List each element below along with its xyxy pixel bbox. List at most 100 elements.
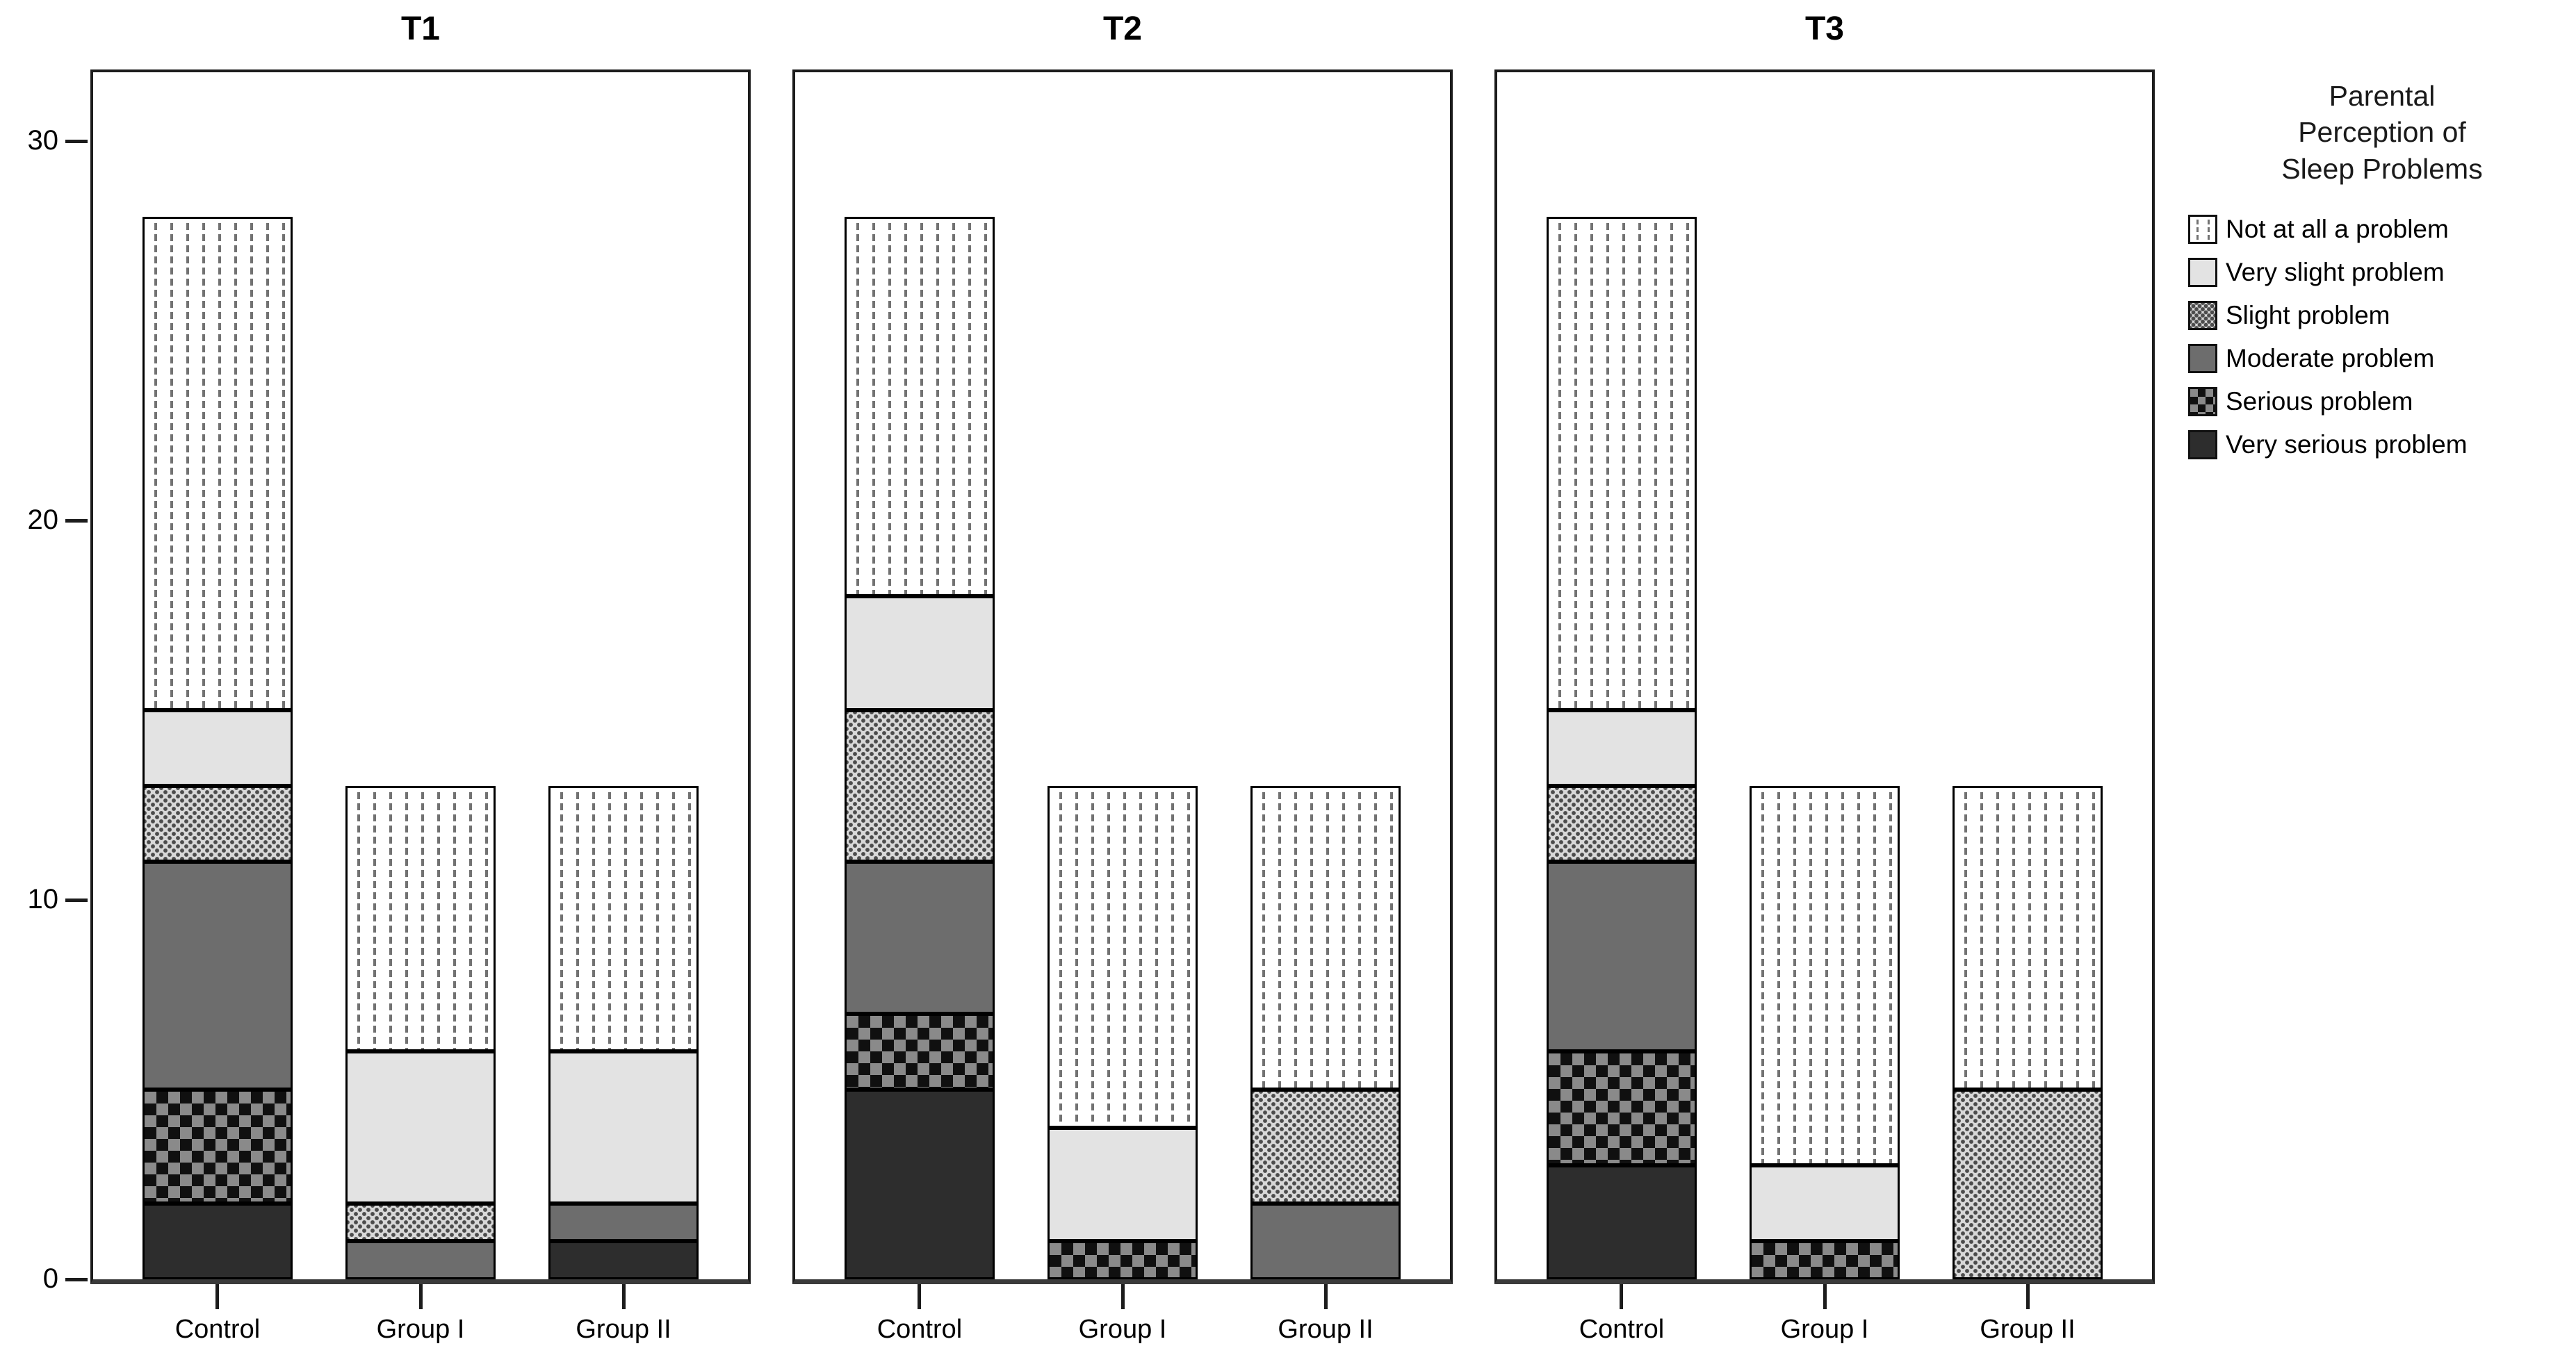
y-axis-tick bbox=[65, 140, 88, 143]
legend-title: Parental Perception of Sleep Problems bbox=[2281, 80, 2483, 185]
stacked-bar bbox=[1546, 217, 1697, 1279]
x-axis-tick bbox=[621, 1284, 626, 1309]
stipple-dots-swatch-icon bbox=[2188, 301, 2217, 331]
bar-segment bbox=[142, 1090, 293, 1204]
panel-t1 bbox=[90, 69, 751, 1284]
stacked-bar bbox=[142, 217, 293, 1279]
panel-title: T3 bbox=[1804, 10, 1844, 47]
bar-segment bbox=[548, 1051, 699, 1204]
bar-segment bbox=[1047, 786, 1198, 1128]
legend-item: Slight problem bbox=[2188, 301, 2576, 331]
bar-segment bbox=[142, 710, 293, 787]
bar-segment bbox=[1546, 710, 1697, 787]
x-axis-category-label: Group I bbox=[1780, 1315, 1869, 1344]
bar-segment bbox=[1750, 786, 1900, 1166]
bar-segment bbox=[844, 1013, 995, 1090]
x-axis-category-label: Group I bbox=[1078, 1315, 1167, 1344]
bar-segment bbox=[345, 1051, 496, 1204]
legend-item: Very serious problem bbox=[2188, 430, 2576, 460]
x-axis-category-label: Control bbox=[1579, 1315, 1665, 1344]
y-axis-tick-label: 30 bbox=[27, 125, 59, 156]
solid-light-gray-swatch-icon bbox=[2188, 258, 2217, 288]
bar-segment bbox=[1953, 1090, 2103, 1279]
x-axis-category-label: Group I bbox=[376, 1315, 465, 1344]
bar-segment bbox=[1953, 786, 2103, 1090]
x-axis-tick bbox=[1823, 1284, 1827, 1309]
x-axis-tick bbox=[1120, 1284, 1125, 1309]
y-axis-tick bbox=[65, 1278, 88, 1281]
vertical-dashed-swatch-icon bbox=[2188, 215, 2217, 245]
bar-segment bbox=[1546, 1051, 1697, 1166]
legend-item-label: Serious problem bbox=[2226, 387, 2413, 416]
chart-legend: Parental Perception of Sleep Problems No… bbox=[2188, 78, 2576, 473]
bar-segment bbox=[844, 1090, 995, 1279]
legend-item-label: Slight problem bbox=[2226, 301, 2390, 330]
x-axis-tick bbox=[2025, 1284, 2030, 1309]
legend-item-label: Very slight problem bbox=[2226, 258, 2445, 287]
y-axis-tick bbox=[65, 519, 88, 523]
panel-t3 bbox=[1494, 69, 2155, 1284]
bar-segment bbox=[1250, 1203, 1401, 1279]
legend-item: Moderate problem bbox=[2188, 344, 2576, 374]
x-axis-tick bbox=[1620, 1284, 1624, 1309]
stacked-bar bbox=[1250, 786, 1401, 1279]
legend-item: Very slight problem bbox=[2188, 258, 2576, 288]
stacked-bar bbox=[548, 786, 699, 1279]
bar-segment bbox=[844, 710, 995, 862]
bar-segment bbox=[1250, 1090, 1401, 1204]
y-axis-tick-label: 10 bbox=[27, 884, 59, 914]
bar-segment bbox=[345, 1241, 496, 1279]
legend-items: Not at all a problem Very slight problem S… bbox=[2188, 215, 2576, 460]
bar-segment bbox=[142, 862, 293, 1090]
bar-segment bbox=[345, 786, 496, 1052]
panel-title: T1 bbox=[400, 10, 440, 47]
x-axis-category-label: Control bbox=[877, 1315, 963, 1344]
panel-t2 bbox=[792, 69, 1453, 1284]
stacked-bar bbox=[844, 217, 995, 1279]
bar-segment bbox=[142, 1203, 293, 1279]
x-axis-tick bbox=[1323, 1284, 1328, 1309]
legend-item-label: Very serious problem bbox=[2226, 430, 2468, 459]
bar-segment bbox=[1750, 1165, 1900, 1242]
legend-item-label: Moderate problem bbox=[2226, 344, 2435, 373]
y-axis-tick-label: 20 bbox=[27, 504, 59, 535]
x-axis-category-label: Group II bbox=[576, 1315, 671, 1344]
y-axis-tick-label: 0 bbox=[42, 1263, 58, 1294]
bar-segment bbox=[142, 217, 293, 711]
bar-segment bbox=[548, 1241, 699, 1279]
bar-segment bbox=[844, 862, 995, 1014]
bar-segment bbox=[1750, 1241, 1900, 1279]
legend-item: Not at all a problem bbox=[2188, 215, 2576, 245]
panel-title: T2 bbox=[1102, 10, 1142, 47]
bar-segment bbox=[548, 786, 699, 1052]
stacked-bar bbox=[1750, 786, 1900, 1279]
bar-segment bbox=[1047, 1127, 1198, 1242]
x-axis-tick bbox=[418, 1284, 423, 1309]
bar-segment bbox=[1546, 1165, 1697, 1279]
bar-segment bbox=[1546, 862, 1697, 1052]
bar-segment bbox=[1047, 1241, 1198, 1279]
checkerboard-swatch-icon bbox=[2188, 387, 2217, 417]
x-axis-tick bbox=[918, 1284, 922, 1309]
bar-segment bbox=[844, 217, 995, 597]
bar-segment bbox=[1546, 786, 1697, 862]
x-axis-category-label: Group II bbox=[1980, 1315, 2076, 1344]
stacked-bar bbox=[1953, 786, 2103, 1279]
bar-segment bbox=[142, 786, 293, 862]
bar-segment bbox=[548, 1203, 699, 1242]
y-axis-tick bbox=[65, 899, 88, 902]
stacked-bar bbox=[345, 786, 496, 1279]
bar-segment bbox=[1546, 217, 1697, 711]
legend-item: Serious problem bbox=[2188, 387, 2576, 417]
stacked-bar bbox=[1047, 786, 1198, 1279]
bar-segment bbox=[1250, 786, 1401, 1090]
solid-medium-gray-swatch-icon bbox=[2188, 344, 2217, 374]
solid-dark-gray-swatch-icon bbox=[2188, 430, 2217, 460]
bar-segment bbox=[345, 1203, 496, 1242]
bar-segment bbox=[844, 596, 995, 711]
x-axis-tick bbox=[215, 1284, 220, 1309]
x-axis-category-label: Group II bbox=[1278, 1315, 1373, 1344]
legend-item-label: Not at all a problem bbox=[2226, 215, 2449, 244]
x-axis-category-label: Control bbox=[174, 1315, 261, 1344]
